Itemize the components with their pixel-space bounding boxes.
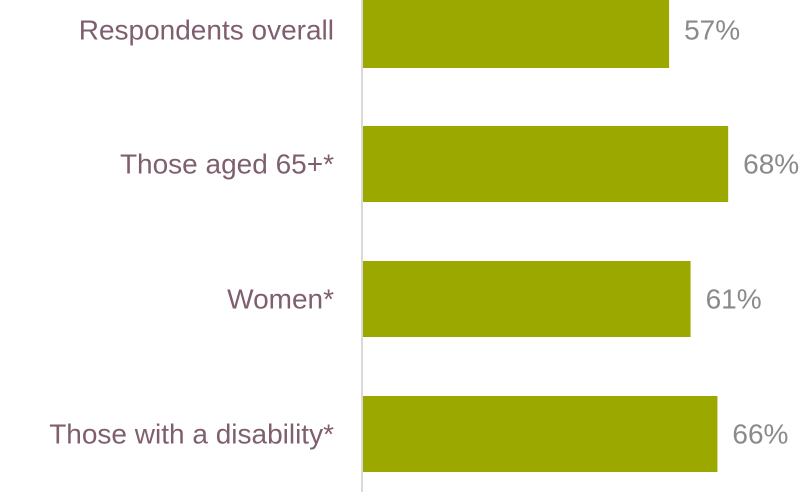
value-labels-group: 57% 68% 61% 66% — [684, 15, 799, 450]
value-label-0: 57% — [684, 15, 740, 46]
value-label-2: 61% — [706, 284, 762, 315]
value-label-3: 66% — [732, 419, 788, 450]
category-label-2: Women* — [227, 284, 334, 315]
bar-0 — [363, 0, 670, 68]
bars-group — [363, 0, 729, 472]
category-label-3: Those with a disability* — [49, 419, 334, 450]
category-label-0: Respondents overall — [79, 15, 334, 46]
bar-3 — [363, 396, 718, 472]
category-label-1: Those aged 65+* — [120, 149, 334, 180]
category-labels-group: Respondents overall Those aged 65+* Women*… — [49, 15, 334, 450]
bar-1 — [363, 126, 729, 202]
value-label-1: 68% — [743, 149, 799, 180]
bar-2 — [363, 261, 691, 337]
